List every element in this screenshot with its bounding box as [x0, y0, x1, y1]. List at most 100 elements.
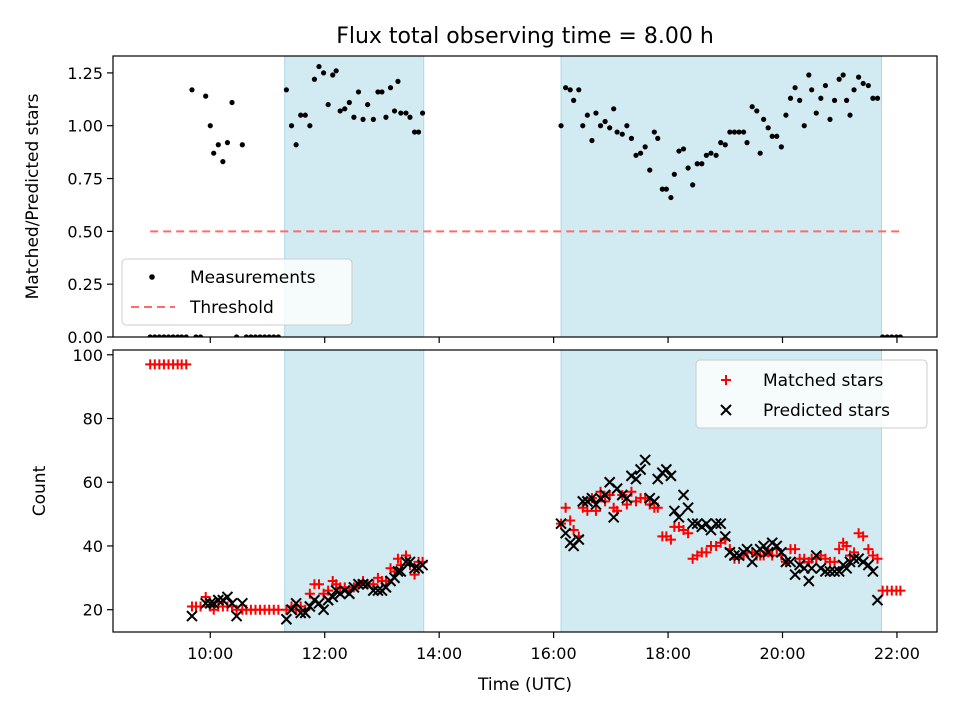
predicted-point — [392, 565, 404, 578]
y-tick-label: 0.25 — [67, 275, 103, 294]
predicted-point — [805, 562, 818, 574]
measurement-point — [262, 334, 268, 337]
predicted-point — [789, 568, 801, 581]
measurement-point — [778, 144, 784, 150]
predicted-point — [762, 546, 774, 559]
measurement-point — [220, 159, 226, 165]
measurement-point — [183, 334, 189, 337]
measurement-point — [749, 104, 755, 110]
measurement-point — [224, 140, 231, 146]
measurement-point — [589, 137, 595, 144]
measurement-point — [395, 78, 401, 84]
matched-point — [849, 547, 860, 558]
predicted-point — [290, 597, 302, 610]
measurement-point — [193, 334, 199, 337]
measurement-point — [229, 99, 235, 106]
measurement-point — [311, 76, 318, 82]
measurement-point — [843, 97, 850, 103]
measurement-point — [680, 146, 687, 152]
measurement-point — [234, 334, 240, 337]
measurement-point — [387, 85, 394, 91]
predicted-point — [327, 591, 339, 603]
measurement-point — [293, 142, 299, 148]
measurement-point — [787, 95, 794, 101]
measurement-point — [252, 334, 259, 337]
matched-point — [834, 544, 845, 555]
measurement-point — [847, 112, 853, 118]
predicted-point — [280, 613, 293, 625]
predicted-point — [621, 492, 633, 504]
matched-point — [829, 556, 840, 567]
measurement-point — [147, 334, 153, 337]
matched-point — [281, 604, 292, 615]
measurement-point — [330, 72, 336, 78]
predicted-point — [700, 517, 713, 530]
measurement-point — [628, 135, 635, 141]
measurement-point — [320, 70, 327, 76]
measurement-point — [671, 171, 677, 177]
measurement-point — [161, 334, 167, 337]
legend-label-predicted: Predicted stars — [763, 401, 890, 421]
predicted-point — [682, 502, 694, 514]
measurement-point — [580, 123, 586, 129]
predicted-point — [304, 600, 316, 613]
measurement-point — [614, 129, 620, 135]
measurement-point — [266, 334, 272, 337]
legend-label-measurements: Measurements — [190, 268, 316, 288]
measurement-point — [884, 334, 890, 337]
measurement-point — [275, 334, 281, 337]
predicted-point — [828, 565, 841, 578]
y-tick-label: 0.50 — [67, 222, 103, 241]
x-tick-label: 16:00 — [531, 644, 577, 663]
measurement-point — [713, 152, 719, 158]
predicted-point — [746, 556, 758, 568]
measurement-point — [651, 129, 657, 135]
measurement-point — [690, 182, 696, 188]
predicted-point — [710, 517, 722, 530]
y-tick-label: 100 — [72, 346, 103, 365]
measurement-point — [415, 129, 422, 135]
legend-label-matched: Matched stars — [763, 371, 883, 391]
predicted-point — [299, 607, 311, 619]
measurement-point — [593, 110, 599, 116]
predicted-point — [648, 495, 661, 508]
predicted-point — [757, 540, 770, 552]
x-tick-label: 12:00 — [302, 644, 348, 663]
predicted-point — [586, 492, 598, 504]
measurement-point — [197, 334, 204, 337]
legend-box — [121, 258, 353, 326]
predicted-point — [380, 581, 392, 594]
measurement-point — [831, 97, 838, 103]
measurement-point — [708, 150, 714, 156]
measurement-point — [718, 140, 724, 146]
predicted-point — [367, 584, 380, 597]
measurement-point — [283, 87, 289, 93]
measurement-point — [602, 118, 608, 125]
matched-point — [560, 502, 571, 513]
y-axis-label: Matched/Predicted stars — [23, 93, 43, 299]
predicted-point — [317, 603, 330, 616]
matched-point — [181, 359, 192, 370]
predicted-point — [803, 575, 815, 587]
predicted-point — [285, 603, 298, 616]
predicted-point — [862, 559, 875, 571]
measurement-point — [699, 161, 705, 167]
measurement-point — [165, 334, 172, 337]
matched-point — [683, 528, 694, 539]
predicted-point — [686, 517, 699, 530]
measurement-point — [571, 97, 577, 103]
predicted-point — [741, 543, 753, 555]
measurement-point — [403, 110, 409, 116]
matched-point — [790, 544, 801, 555]
measurement-point — [337, 108, 343, 114]
measurement-point — [676, 148, 682, 154]
measurement-point — [668, 194, 674, 201]
predicted-point — [848, 553, 860, 565]
measurement-point — [822, 82, 829, 89]
predicted-point — [810, 549, 822, 562]
matched-point — [626, 486, 637, 497]
predicted-point — [313, 597, 325, 610]
x-tick-label: 20:00 — [759, 644, 805, 663]
measurement-point — [827, 116, 833, 122]
measurement-point — [170, 334, 176, 337]
